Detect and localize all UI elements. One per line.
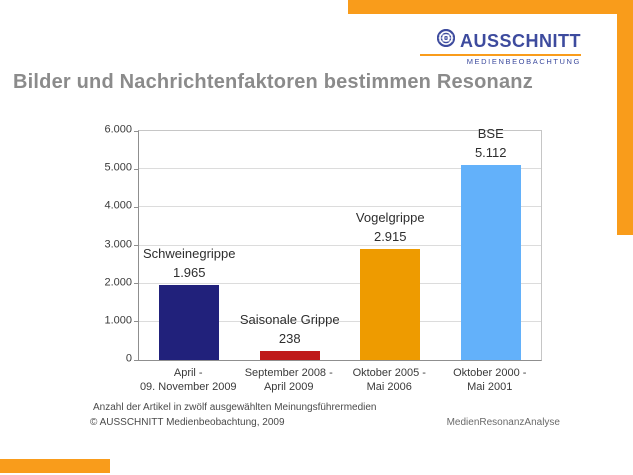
gridline bbox=[139, 320, 541, 322]
x-tick-line2: Mai 2001 bbox=[467, 381, 513, 393]
y-axis: 0 1.000 2.000 3.000 4.000 5.000 6.000 bbox=[88, 124, 132, 364]
gridline bbox=[139, 168, 541, 170]
page-title: Bilder und Nachrichtenfaktoren bestimmen… bbox=[13, 71, 533, 93]
bar-name: Schweinegrippe bbox=[142, 246, 236, 262]
y-tick-mark bbox=[134, 283, 138, 285]
bar-value: 2.915 bbox=[373, 228, 407, 244]
bar-value: 1.965 bbox=[172, 265, 206, 281]
footer-copyright: © AUSSCHNITT Medienbeobachtung, 2009 bbox=[90, 417, 285, 428]
x-tick-line1: September 2008 - bbox=[244, 367, 333, 379]
y-tick-mark bbox=[134, 130, 138, 132]
footer-note: Anzahl der Artikel in zwölf ausgewählten… bbox=[93, 402, 377, 413]
y-tick-label: 0 bbox=[125, 352, 132, 365]
logo-subtitle: MEDIENBEOBACHTUNG bbox=[466, 57, 581, 66]
y-tick-mark bbox=[134, 206, 138, 208]
bar bbox=[259, 350, 320, 360]
x-tick-label: April - 09. November 2009 bbox=[113, 366, 263, 394]
y-tick-label: 5.000 bbox=[104, 161, 132, 174]
logo-name: AUSSCHNITT bbox=[460, 30, 581, 51]
y-tick-label: 4.000 bbox=[104, 199, 132, 212]
y-tick-mark bbox=[134, 321, 138, 323]
y-tick-label: 1.000 bbox=[104, 314, 132, 327]
bar bbox=[360, 248, 421, 360]
bar bbox=[159, 285, 220, 360]
y-tick-mark bbox=[134, 359, 138, 361]
y-tick-mark bbox=[134, 245, 138, 246]
bar bbox=[460, 164, 521, 360]
x-tick-line2: Mai 2006 bbox=[366, 381, 412, 393]
decor-bottom-left-bar bbox=[0, 459, 110, 473]
gridline bbox=[139, 244, 541, 246]
bar-label-group: Vogelgrippe 2.915 bbox=[315, 210, 465, 245]
y-tick-mark bbox=[134, 168, 138, 170]
bar-name: Vogelgrippe bbox=[355, 209, 425, 225]
decor-top-bar bbox=[348, 0, 633, 14]
x-tick-line1: Oktober 2005 - bbox=[352, 367, 426, 379]
bar-value: 5.112 bbox=[474, 144, 507, 160]
x-tick-line2: April 2009 bbox=[263, 381, 314, 393]
logo-underline bbox=[420, 54, 581, 56]
logo: AUSSCHNITT MEDIENBEOBACHTUNG bbox=[420, 28, 581, 66]
x-tick-line2: 09. November 2009 bbox=[139, 381, 237, 393]
bar-label-group: Saisonale Grippe 238 bbox=[215, 312, 365, 347]
bar-label-group: Schweinegrippe 1.965 bbox=[114, 246, 264, 281]
bar-label-group: BSE 5.112 bbox=[416, 126, 566, 161]
decor-right-strip bbox=[617, 0, 633, 235]
x-tick-line1: Oktober 2000 - bbox=[453, 367, 527, 379]
x-tick-line1: April - bbox=[173, 367, 203, 379]
bar-value: 238 bbox=[278, 330, 301, 346]
plot-area: Schweinegrippe 1.965 Saisonale Grippe 238 Vo… bbox=[134, 126, 542, 361]
bar-name: BSE bbox=[477, 125, 504, 141]
y-tick-label: 6.000 bbox=[104, 123, 132, 136]
y-tick-label: 3.000 bbox=[104, 238, 132, 250]
x-tick-label: September 2008 - April 2009 bbox=[214, 366, 364, 394]
y-tick-label: 2.000 bbox=[104, 276, 132, 289]
x-tick-label: Oktober 2000 - Mai 2001 bbox=[415, 366, 565, 394]
bar-name: Saisonale Grippe bbox=[239, 311, 340, 327]
gridline bbox=[139, 282, 541, 284]
eye-icon bbox=[436, 28, 456, 52]
x-axis: April -09. November 2009 September 2008 -… bbox=[138, 366, 540, 396]
footer-product: MedienResonanzAnalyse bbox=[446, 417, 560, 428]
gridline bbox=[139, 206, 541, 208]
x-tick-label: Oktober 2005 - Mai 2006 bbox=[314, 366, 464, 394]
